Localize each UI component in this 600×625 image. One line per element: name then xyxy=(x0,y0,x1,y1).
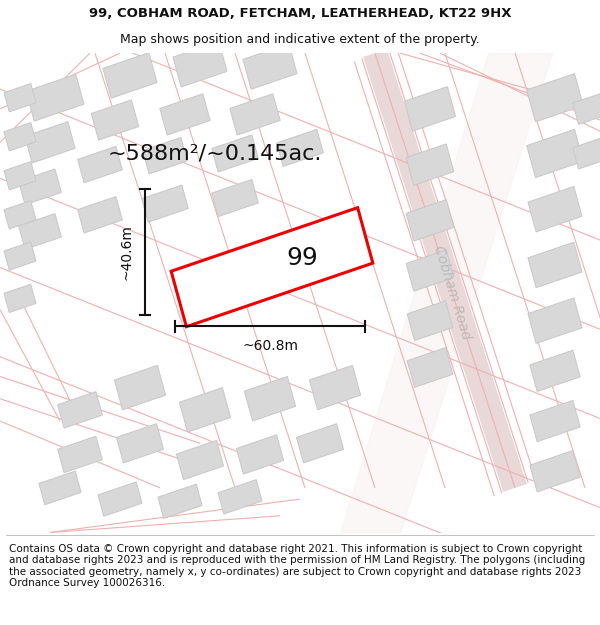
Polygon shape xyxy=(77,146,122,183)
Polygon shape xyxy=(4,162,36,190)
Polygon shape xyxy=(4,201,36,229)
Polygon shape xyxy=(406,250,454,291)
Polygon shape xyxy=(19,214,61,249)
Polygon shape xyxy=(277,129,323,166)
Polygon shape xyxy=(573,138,600,169)
Polygon shape xyxy=(528,186,582,232)
Polygon shape xyxy=(58,436,103,472)
Polygon shape xyxy=(39,471,81,505)
Polygon shape xyxy=(19,169,61,205)
Polygon shape xyxy=(160,94,210,135)
Polygon shape xyxy=(527,129,583,178)
Polygon shape xyxy=(171,208,373,327)
Polygon shape xyxy=(406,144,454,185)
Polygon shape xyxy=(530,401,580,442)
Polygon shape xyxy=(25,122,75,163)
Polygon shape xyxy=(103,52,157,98)
Polygon shape xyxy=(573,93,600,124)
Polygon shape xyxy=(406,199,454,241)
Polygon shape xyxy=(296,424,344,463)
Polygon shape xyxy=(404,87,455,131)
Polygon shape xyxy=(230,94,280,135)
Polygon shape xyxy=(528,298,582,343)
Polygon shape xyxy=(4,242,36,270)
Polygon shape xyxy=(143,138,187,174)
Polygon shape xyxy=(4,122,36,151)
Polygon shape xyxy=(244,376,296,421)
Polygon shape xyxy=(310,366,361,410)
Polygon shape xyxy=(530,451,580,492)
Polygon shape xyxy=(407,301,453,341)
Polygon shape xyxy=(530,350,580,391)
Polygon shape xyxy=(91,100,139,140)
Polygon shape xyxy=(4,284,36,312)
Polygon shape xyxy=(243,44,297,89)
Polygon shape xyxy=(158,484,202,519)
Polygon shape xyxy=(527,74,583,122)
Polygon shape xyxy=(142,185,188,222)
Text: ~60.8m: ~60.8m xyxy=(242,339,298,353)
Polygon shape xyxy=(58,392,103,428)
Text: Contains OS data © Crown copyright and database right 2021. This information is : Contains OS data © Crown copyright and d… xyxy=(9,544,585,588)
Polygon shape xyxy=(212,179,258,217)
Polygon shape xyxy=(26,74,84,121)
Polygon shape xyxy=(173,41,227,87)
Polygon shape xyxy=(116,424,164,463)
Polygon shape xyxy=(528,242,582,288)
Polygon shape xyxy=(212,135,258,172)
Polygon shape xyxy=(236,435,284,474)
Text: ~40.6m: ~40.6m xyxy=(120,224,134,280)
Text: 99: 99 xyxy=(286,246,318,270)
Polygon shape xyxy=(218,479,262,514)
Polygon shape xyxy=(98,482,142,516)
Polygon shape xyxy=(407,348,453,388)
Text: ~588m²/~0.145ac.: ~588m²/~0.145ac. xyxy=(108,144,322,164)
Text: Map shows position and indicative extent of the property.: Map shows position and indicative extent… xyxy=(120,33,480,46)
Polygon shape xyxy=(176,441,224,479)
Text: 99, COBHAM ROAD, FETCHAM, LEATHERHEAD, KT22 9HX: 99, COBHAM ROAD, FETCHAM, LEATHERHEAD, K… xyxy=(89,7,511,20)
Polygon shape xyxy=(4,84,36,112)
Polygon shape xyxy=(77,196,122,233)
Text: Cobham Road: Cobham Road xyxy=(431,244,473,341)
Polygon shape xyxy=(179,388,230,432)
Polygon shape xyxy=(115,366,166,410)
